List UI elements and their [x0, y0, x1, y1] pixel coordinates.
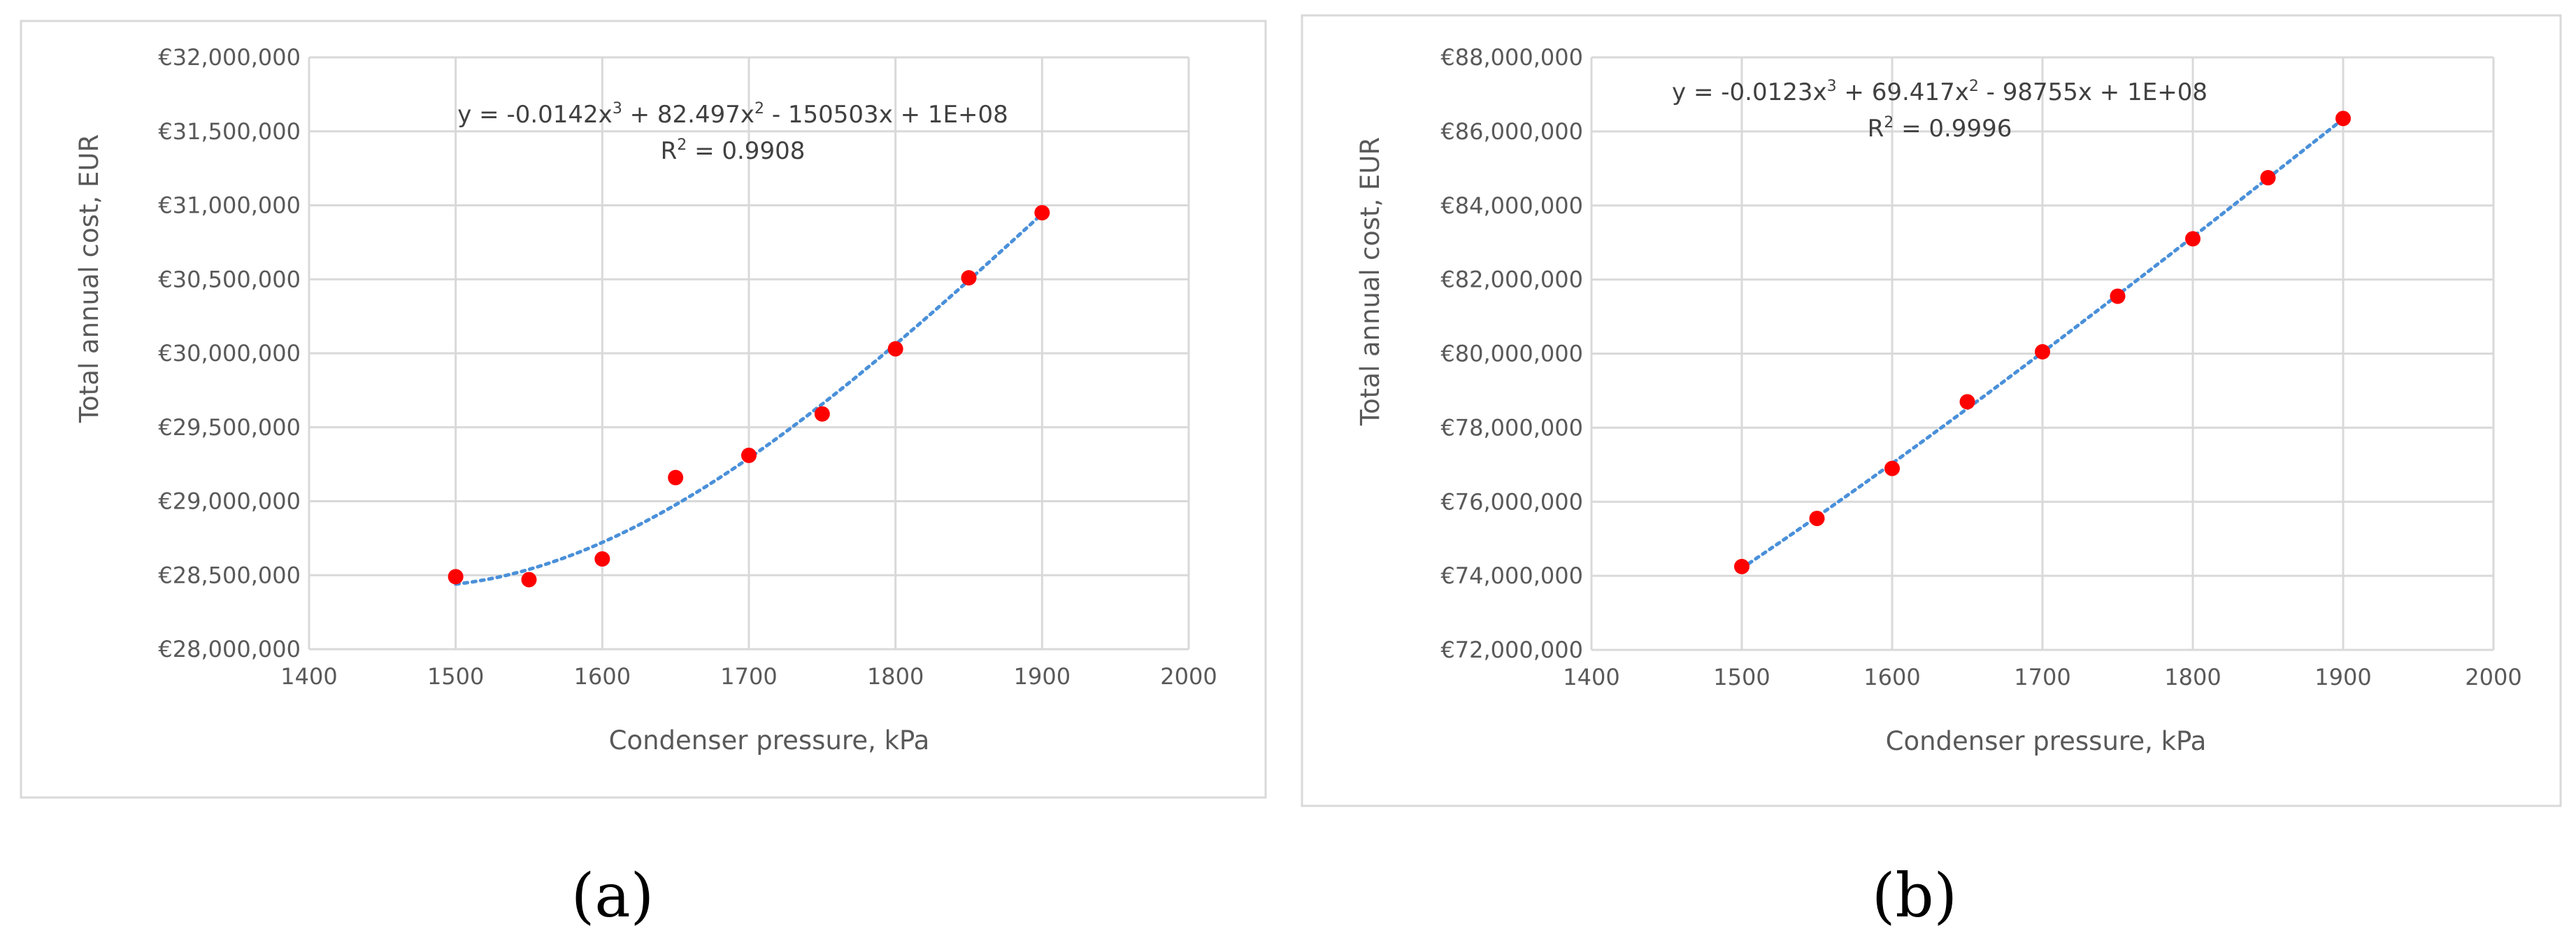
chart-b-x-tick-label: 1700 — [2014, 664, 2070, 690]
chart-b-y-tick-label: €82,000,000 — [1440, 267, 1583, 293]
chart-b-y-tick-label: €88,000,000 — [1440, 44, 1583, 71]
chart-a: €28,000,000 €28,500,000 €29,000,000 €29,500… — [20, 20, 1267, 931]
chart-a-y-ticks: €28,000,000 €28,500,000 €29,000,000 €29,500… — [158, 44, 301, 662]
chart-b-y-ticks: €72,000,000 €74,000,000 €76,000,000 €78,000… — [1440, 44, 1583, 663]
chart-b-y-axis-title: Total annual cost, EUR — [1355, 137, 1385, 426]
chart-a-trendline-equation: y = -0.0142x3 + 82.497x2 - 150503x + 1E+… — [457, 100, 1008, 129]
chart-b-y-tick-label: €80,000,000 — [1440, 341, 1583, 367]
chart-b-data-point — [1959, 394, 1975, 410]
chart-b-x-ticks: 1400 1500 1600 1700 1800 1900 2000 — [1563, 664, 2521, 690]
chart-a-x-tick-label: 1600 — [574, 663, 631, 690]
chart-a-eq-part-1: y = -0.0142x — [457, 101, 613, 129]
chart-b: €72,000,000 €74,000,000 €76,000,000 €78,000… — [1301, 14, 2562, 931]
chart-a-y-tick-label: €31,500,000 — [158, 118, 301, 145]
chart-a-x-tick-label: 1800 — [867, 663, 924, 690]
chart-a-x-tick-label: 1900 — [1014, 663, 1071, 690]
chart-a-x-tick-label: 1700 — [720, 663, 777, 690]
chart-b-data-point — [1734, 558, 1749, 574]
chart-b-eq-part-2: + 69.417x — [1837, 78, 1969, 106]
chart-a-data-point — [741, 447, 757, 463]
chart-b-r2-part-1: R — [1868, 115, 1884, 143]
chart-b-data-point — [1809, 511, 1825, 527]
chart-a-y-tick-label: €31,000,000 — [158, 192, 301, 219]
chart-a-y-axis-title: Total annual cost, EUR — [74, 134, 104, 423]
chart-a-eq-sup-2: 2 — [754, 100, 764, 118]
chart-b-x-tick-label: 1500 — [1713, 664, 1770, 690]
chart-a-data-point — [961, 270, 977, 286]
chart-b-points — [1734, 111, 2351, 574]
chart-a-y-tick-label: €30,500,000 — [158, 266, 301, 292]
chart-b-eq-sup-2: 2 — [1969, 78, 1979, 95]
chart-b-x-tick-label: 2000 — [2465, 664, 2521, 690]
chart-b-x-tick-label: 1400 — [1563, 664, 1619, 690]
chart-b-r-squared: R2 = 0.9996 — [1868, 114, 2012, 143]
chart-b-y-tick-label: €84,000,000 — [1440, 192, 1583, 219]
chart-a-frame — [20, 20, 1267, 799]
chart-b-y-tick-label: €76,000,000 — [1440, 488, 1583, 515]
chart-b-r2-part-2: = 0.9996 — [1894, 115, 2012, 143]
chart-a-y-tick-label: €28,500,000 — [158, 562, 301, 588]
chart-b-y-tick-label: €86,000,000 — [1440, 118, 1583, 145]
chart-a-eq-part-3: - 150503x + 1E+08 — [764, 101, 1008, 129]
chart-b-x-tick-label: 1600 — [1863, 664, 1920, 690]
chart-a-x-axis-title: Condenser pressure, kPa — [609, 725, 930, 756]
chart-b-data-point — [2035, 343, 2050, 360]
chart-b-y-tick-label: €72,000,000 — [1440, 637, 1583, 663]
panel-label-b: (b) — [1872, 861, 1957, 931]
chart-b-y-tick-label: €74,000,000 — [1440, 562, 1583, 589]
chart-b-data-point — [2260, 170, 2276, 186]
chart-a-x-ticks: 1400 1500 1600 1700 1800 1900 2000 — [280, 663, 1217, 690]
chart-a-points — [448, 205, 1050, 588]
chart-a-y-tick-label: €32,000,000 — [158, 44, 301, 71]
chart-b-data-point — [2185, 231, 2201, 247]
chart-a-r2-part-1: R — [661, 137, 678, 165]
chart-a-data-point — [668, 469, 684, 485]
chart-a-y-tick-label: €29,500,000 — [158, 414, 301, 441]
chart-b-data-point — [2110, 288, 2126, 304]
panel-label-a: (a) — [571, 861, 654, 931]
chart-a-y-tick-label: €29,000,000 — [158, 488, 301, 515]
chart-a-x-tick-label: 1400 — [280, 663, 337, 690]
chart-a-data-point — [521, 572, 537, 588]
chart-b-data-point — [1884, 460, 1900, 476]
chart-b-x-tick-label: 1900 — [2314, 664, 2371, 690]
chart-a-data-point — [887, 341, 903, 357]
chart-b-eq-part-3: - 98755x + 1E+08 — [1979, 78, 2208, 106]
chart-a-eq-part-2: + 82.497x — [622, 101, 754, 129]
chart-b-eq-sup-1: 3 — [1827, 78, 1837, 95]
chart-a-r2-sup: 2 — [677, 136, 687, 154]
chart-a-x-tick-label: 1500 — [427, 663, 484, 690]
chart-b-trendline-equation: y = -0.0123x3 + 69.417x2 - 98755x + 1E+0… — [1672, 78, 2208, 106]
chart-b-r2-sup: 2 — [1884, 114, 1894, 132]
chart-a-data-point — [1034, 205, 1050, 221]
chart-b-x-tick-label: 1800 — [2164, 664, 2221, 690]
chart-b-eq-part-1: y = -0.0123x — [1672, 78, 1827, 106]
chart-a-y-tick-label: €28,000,000 — [158, 636, 301, 662]
chart-a-data-point — [448, 569, 464, 585]
chart-b-frame — [1301, 14, 2562, 807]
chart-b-x-axis-title: Condenser pressure, kPa — [1886, 726, 2207, 756]
chart-a-eq-sup-1: 3 — [613, 100, 622, 118]
chart-a-data-point — [814, 406, 830, 422]
chart-b-y-tick-label: €78,000,000 — [1440, 414, 1583, 441]
chart-a-x-tick-label: 2000 — [1160, 663, 1217, 690]
chart-a-y-tick-label: €30,000,000 — [158, 340, 301, 367]
chart-a-data-point — [594, 551, 610, 567]
chart-a-r2-part-2: = 0.9908 — [687, 137, 805, 165]
chart-b-data-point — [2335, 111, 2351, 127]
chart-a-r-squared: R2 = 0.9908 — [661, 136, 806, 165]
